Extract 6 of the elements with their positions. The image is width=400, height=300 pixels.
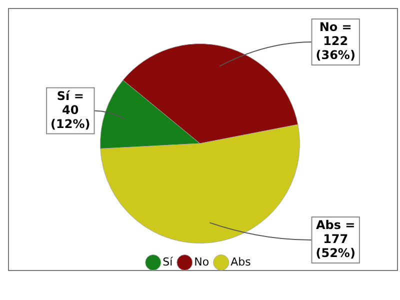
data-label: No = 122 (36%) bbox=[316, 20, 356, 62]
data-label: Sí = 40 (12%) bbox=[50, 88, 90, 131]
legend-label: Sí bbox=[162, 255, 174, 268]
legend-label: No bbox=[194, 255, 210, 268]
data-label: Abs = 177 (52%) bbox=[316, 218, 356, 260]
legend-label: Abs bbox=[230, 255, 252, 268]
